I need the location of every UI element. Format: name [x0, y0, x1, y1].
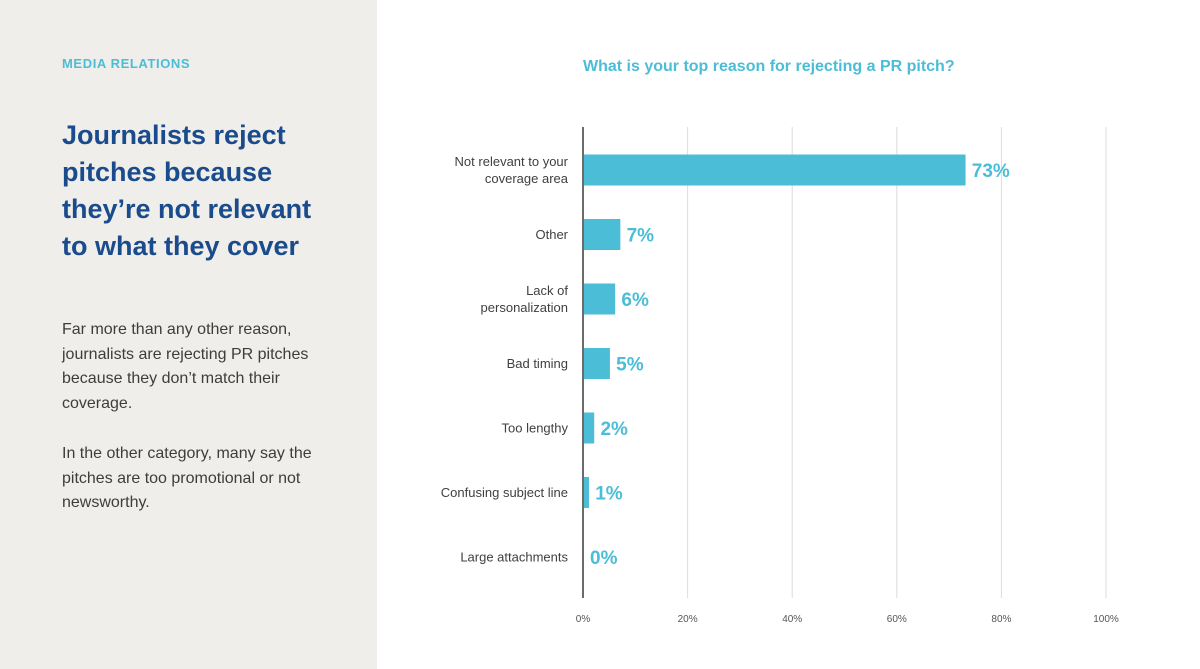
bars — [583, 154, 966, 508]
category-label: Bad timing — [507, 356, 568, 371]
value-label: 73% — [972, 161, 1010, 182]
category-label: Too lengthy — [502, 421, 569, 436]
x-tick-label: 60% — [887, 614, 907, 625]
section-eyebrow: MEDIA RELATIONS — [62, 56, 191, 71]
headline: Journalists reject pitches because they’… — [62, 120, 312, 261]
category-label: Not relevant to your coverage area — [455, 154, 569, 186]
chart-title: What is your top reason for rejecting a … — [583, 58, 955, 75]
category-label: Lack of personalization — [481, 283, 569, 315]
bar — [583, 412, 595, 444]
labels: 0% 20% 40% 60% 80% 100% 73% Not relevant to you… — [441, 154, 1119, 625]
bar — [583, 477, 589, 508]
x-tick-label: 40% — [782, 614, 802, 625]
bar — [583, 283, 616, 315]
grid-lines — [582, 127, 1107, 598]
value-label: 6% — [621, 290, 649, 311]
value-label: 2% — [600, 419, 628, 440]
x-tick-label: 100% — [1093, 614, 1119, 625]
value-label: 0% — [590, 548, 618, 569]
category-label: Confusing subject line — [441, 485, 568, 500]
body-paragraph-1: Far more than any other reason, journali… — [62, 321, 309, 412]
category-label: Other — [535, 227, 568, 242]
bar — [583, 348, 610, 379]
value-label: 5% — [616, 355, 644, 376]
category-label: Large attachments — [460, 550, 568, 565]
x-tick-label: 20% — [678, 614, 698, 625]
bar — [583, 219, 621, 250]
bar — [583, 154, 966, 186]
value-label: 7% — [627, 226, 655, 247]
left-panel: MEDIA RELATIONS Journalists reject pitch… — [0, 0, 377, 669]
x-tick-label: 0% — [576, 614, 591, 625]
x-tick-label: 80% — [991, 614, 1011, 625]
body-paragraph-2: In the other category, many say the pitc… — [62, 445, 312, 511]
value-label: 1% — [595, 484, 623, 505]
